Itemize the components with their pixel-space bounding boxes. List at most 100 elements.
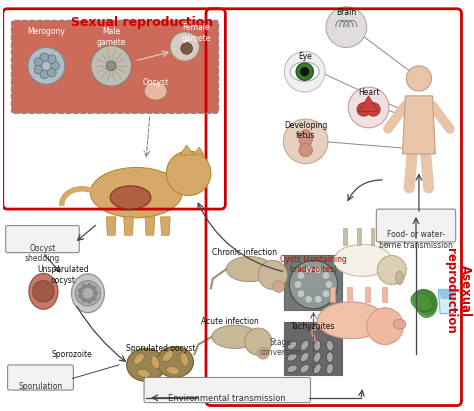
Ellipse shape: [110, 186, 151, 209]
Ellipse shape: [91, 167, 182, 218]
Circle shape: [367, 103, 380, 116]
Text: Unsporulated
oocyst: Unsporulated oocyst: [37, 265, 89, 284]
Polygon shape: [330, 287, 335, 302]
Circle shape: [181, 43, 192, 54]
Circle shape: [377, 256, 406, 284]
Ellipse shape: [180, 353, 189, 366]
Circle shape: [34, 65, 43, 74]
Ellipse shape: [144, 82, 167, 100]
Ellipse shape: [327, 340, 333, 351]
Text: Female
gamete: Female gamete: [182, 23, 211, 43]
Circle shape: [301, 68, 309, 76]
Circle shape: [34, 58, 43, 67]
Circle shape: [294, 281, 302, 289]
Circle shape: [82, 284, 86, 289]
Ellipse shape: [314, 352, 321, 362]
Circle shape: [93, 291, 98, 296]
Text: Acute infection: Acute infection: [201, 317, 259, 326]
Polygon shape: [124, 217, 133, 235]
Text: Eye: Eye: [298, 52, 311, 61]
Text: Sporulated oocyst: Sporulated oocyst: [126, 344, 195, 353]
Circle shape: [326, 7, 367, 48]
FancyBboxPatch shape: [6, 226, 79, 253]
Polygon shape: [365, 287, 370, 302]
Polygon shape: [371, 229, 374, 245]
Circle shape: [79, 294, 83, 298]
Circle shape: [406, 66, 431, 91]
Circle shape: [47, 55, 56, 63]
Circle shape: [87, 299, 91, 303]
Polygon shape: [106, 217, 116, 235]
Text: Oocyst: Oocyst: [143, 79, 169, 88]
Ellipse shape: [166, 367, 180, 374]
Text: Sporozoite: Sporozoite: [51, 350, 92, 359]
Text: Heart: Heart: [358, 88, 379, 97]
Ellipse shape: [314, 340, 321, 351]
Polygon shape: [382, 287, 387, 302]
FancyBboxPatch shape: [144, 377, 310, 403]
Text: Environmental transmission: Environmental transmission: [168, 394, 286, 403]
Ellipse shape: [137, 369, 151, 377]
Circle shape: [325, 281, 333, 289]
Circle shape: [47, 68, 56, 77]
Circle shape: [106, 61, 116, 71]
Ellipse shape: [163, 351, 173, 362]
Text: Sporulation: Sporulation: [18, 382, 63, 391]
Polygon shape: [193, 147, 204, 155]
Circle shape: [28, 48, 65, 84]
Polygon shape: [344, 229, 347, 245]
Ellipse shape: [288, 341, 297, 350]
Ellipse shape: [134, 353, 144, 365]
Polygon shape: [180, 145, 193, 155]
Polygon shape: [357, 229, 361, 245]
Circle shape: [297, 272, 305, 279]
Ellipse shape: [156, 346, 193, 377]
FancyBboxPatch shape: [284, 254, 342, 310]
Circle shape: [322, 272, 330, 279]
Ellipse shape: [393, 319, 406, 329]
Circle shape: [51, 62, 59, 70]
Ellipse shape: [327, 363, 333, 374]
Ellipse shape: [313, 364, 321, 374]
Circle shape: [289, 261, 337, 309]
Circle shape: [273, 281, 284, 292]
Circle shape: [75, 281, 100, 306]
Text: Food- or water-
borne transmission: Food- or water- borne transmission: [379, 231, 453, 250]
Ellipse shape: [127, 349, 165, 381]
Ellipse shape: [29, 273, 58, 309]
Circle shape: [166, 151, 211, 196]
Circle shape: [40, 53, 49, 62]
Circle shape: [91, 46, 131, 86]
Circle shape: [314, 296, 322, 303]
Polygon shape: [438, 289, 456, 314]
Ellipse shape: [413, 290, 434, 312]
Text: Cysts (containing
bradyzoites): Cysts (containing bradyzoites): [280, 254, 347, 274]
Ellipse shape: [327, 352, 333, 363]
Ellipse shape: [411, 293, 432, 311]
Circle shape: [92, 286, 96, 291]
Ellipse shape: [396, 271, 403, 284]
Ellipse shape: [151, 356, 159, 369]
Ellipse shape: [287, 365, 297, 372]
Circle shape: [322, 290, 330, 298]
Circle shape: [367, 308, 403, 344]
Circle shape: [245, 328, 272, 355]
Ellipse shape: [416, 289, 436, 314]
Polygon shape: [145, 217, 155, 235]
Ellipse shape: [416, 291, 438, 317]
Ellipse shape: [290, 62, 319, 81]
Circle shape: [79, 289, 83, 293]
Ellipse shape: [72, 274, 104, 313]
Text: Tachyzoites: Tachyzoites: [291, 322, 336, 331]
Text: Developing
fetus: Developing fetus: [284, 121, 328, 141]
Ellipse shape: [301, 341, 309, 351]
FancyBboxPatch shape: [376, 209, 456, 242]
Ellipse shape: [299, 130, 312, 147]
Circle shape: [284, 51, 325, 92]
Circle shape: [40, 70, 49, 79]
Circle shape: [305, 296, 312, 303]
Text: Chronic infection: Chronic infection: [212, 248, 277, 257]
Polygon shape: [347, 287, 352, 302]
Circle shape: [92, 296, 96, 300]
Text: Merogony: Merogony: [27, 27, 65, 36]
